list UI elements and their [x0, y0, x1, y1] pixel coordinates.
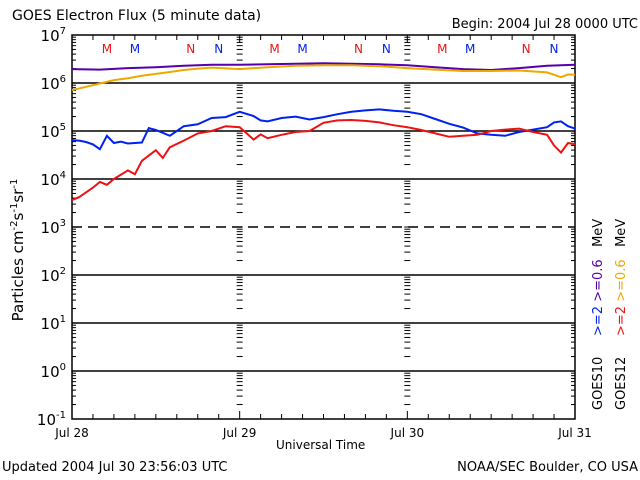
series-line-goes12-0-6-mev: [71, 64, 576, 92]
y-tick-base: 10: [41, 171, 60, 189]
marker-n-goes10: N: [382, 42, 391, 56]
y-tick-label: 105: [41, 122, 66, 141]
marker-m-goes12: M: [437, 42, 447, 56]
legend-goes12-ge2: >=2: [614, 305, 629, 336]
y-tick-label: 102: [41, 266, 66, 285]
legend-goes12-unit: MeV: [614, 218, 629, 247]
y-tick-exp: 6: [60, 74, 66, 85]
y-tick-base: 10: [41, 27, 60, 45]
y-tick-label: 104: [41, 170, 66, 189]
x-tick-label: Jul 29: [222, 426, 257, 440]
legend-goes12-ge06: >=0.6: [614, 259, 629, 302]
x-tick-label: Jul 31: [557, 426, 592, 440]
y-tick-label: 101: [41, 314, 66, 333]
marker-m-goes10: M: [465, 42, 475, 56]
y-tick-base: 10: [41, 315, 60, 333]
marker-n-goes12: N: [522, 42, 531, 56]
begin-time: Begin: 2004 Jul 28 0000 UTC: [451, 17, 638, 32]
marker-m-goes10: M: [130, 42, 140, 56]
plot-frame: [71, 34, 576, 420]
marker-m-goes12: M: [102, 42, 112, 56]
y-tick-base: 10: [41, 123, 60, 141]
legend-goes12-sat: GOES12: [614, 356, 629, 410]
y-tick-base: 10: [41, 219, 60, 237]
legend-goes12: GOES12 >=2 >=0.6 MeV: [614, 219, 629, 410]
marker-n-goes10: N: [550, 42, 559, 56]
x-axis-label: Universal Time: [276, 438, 366, 452]
legend-goes10-ge06: >=0.6: [591, 259, 606, 302]
chart-title: GOES Electron Flux (5 minute data): [12, 8, 262, 24]
credit-text: NOAA/SEC Boulder, CO USA: [457, 460, 638, 475]
y-tick-label: 107: [41, 26, 66, 45]
legend-goes10-sat: GOES10: [591, 356, 606, 410]
y-tick-exp: 4: [60, 170, 66, 181]
x-tick-label: Jul 30: [390, 426, 425, 440]
legend-goes10-unit: MeV: [591, 218, 606, 247]
y-tick-exp: 7: [60, 26, 66, 37]
legend-goes10: GOES10 >=2 >=0.6 MeV: [591, 219, 606, 410]
marker-m-goes12: M: [269, 42, 279, 56]
updated-timestamp: Updated 2004 Jul 30 23:56:03 UTC: [2, 460, 228, 475]
marker-n-goes10: N: [214, 42, 223, 56]
marker-m-goes10: M: [297, 42, 307, 56]
series-line-goes12-2-mev: [71, 118, 576, 202]
y-tick-label: 100: [41, 362, 66, 381]
y-tick-exp: 1: [60, 314, 66, 325]
x-tick-label: Jul 28: [54, 426, 89, 440]
y-tick-exp: 0: [60, 362, 66, 373]
series-line-goes10-2-mev: [71, 108, 576, 151]
y-tick-exp: 2: [60, 266, 66, 277]
y-tick-exp: -1: [56, 410, 66, 421]
y-tick-label: 106: [41, 74, 66, 93]
marker-n-goes12: N: [354, 42, 363, 56]
y-tick-base: 10: [37, 411, 56, 429]
y-tick-label: 103: [41, 218, 66, 237]
y-tick-exp: 5: [60, 122, 66, 133]
y-tick-label: 10-1: [37, 410, 66, 429]
y-tick-base: 10: [41, 75, 60, 93]
legend-goes10-ge2: >=2: [591, 305, 606, 336]
y-tick-base: 10: [41, 267, 60, 285]
marker-n-goes12: N: [186, 42, 195, 56]
y-tick-base: 10: [41, 363, 60, 381]
y-tick-exp: 3: [60, 218, 66, 229]
